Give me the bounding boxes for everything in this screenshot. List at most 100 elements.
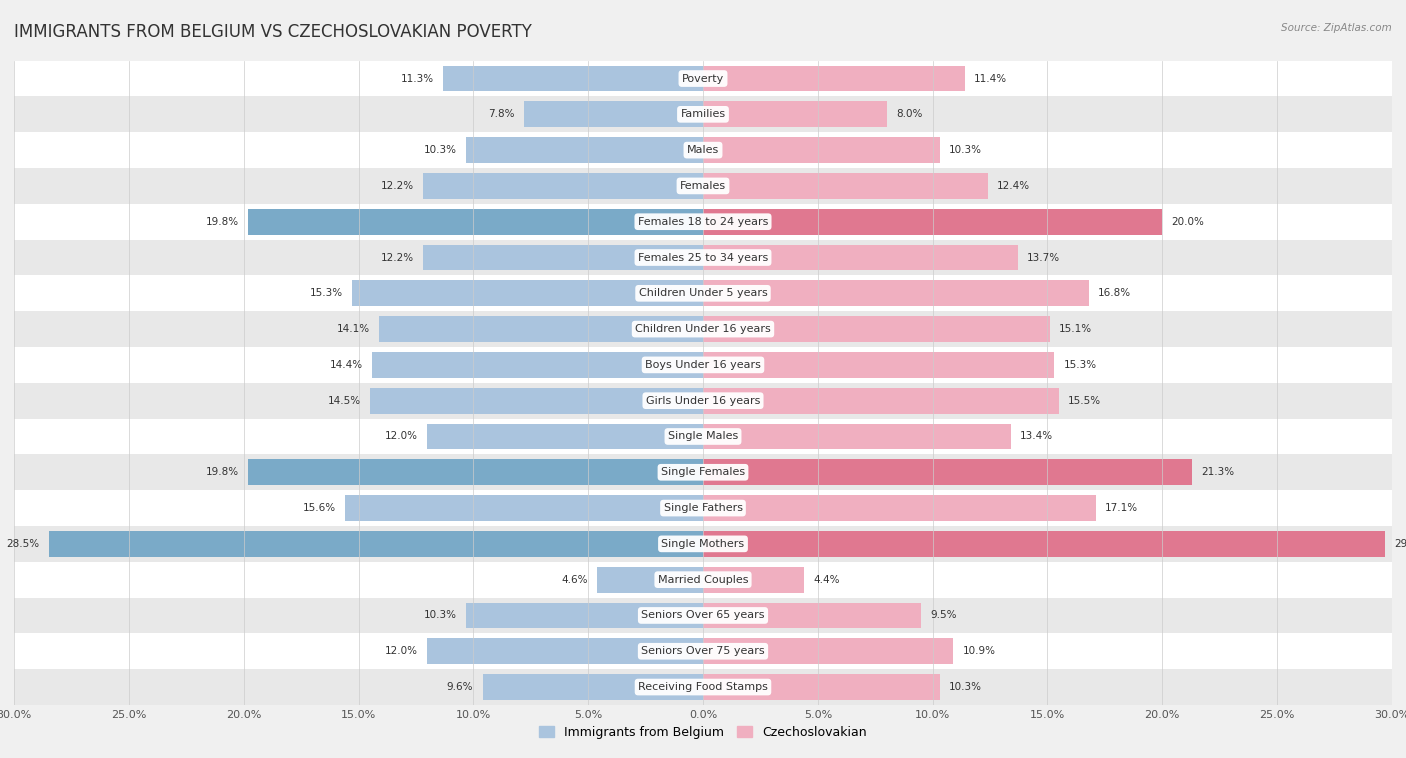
Text: 15.3%: 15.3% <box>1063 360 1097 370</box>
Text: 12.0%: 12.0% <box>385 431 418 441</box>
Bar <box>524 102 703 127</box>
Text: 28.5%: 28.5% <box>6 539 39 549</box>
Bar <box>467 137 703 163</box>
Bar <box>703 102 887 127</box>
Text: 12.0%: 12.0% <box>385 647 418 656</box>
Bar <box>467 603 703 628</box>
Text: 8.0%: 8.0% <box>896 109 922 119</box>
Bar <box>373 352 703 377</box>
Text: 16.8%: 16.8% <box>1098 288 1130 299</box>
Text: Males: Males <box>688 145 718 155</box>
Text: 29.7%: 29.7% <box>1395 539 1406 549</box>
Text: 11.4%: 11.4% <box>974 74 1007 83</box>
Bar <box>14 634 1392 669</box>
Text: 12.4%: 12.4% <box>997 181 1031 191</box>
Bar <box>703 674 939 700</box>
Bar <box>14 240 1392 275</box>
Bar <box>427 424 703 449</box>
Text: Families: Families <box>681 109 725 119</box>
Text: Receiving Food Stamps: Receiving Food Stamps <box>638 682 768 692</box>
Text: 12.2%: 12.2% <box>381 252 413 262</box>
Bar <box>703 567 804 593</box>
Text: 10.3%: 10.3% <box>425 610 457 621</box>
Bar <box>370 388 703 414</box>
Text: Single Males: Single Males <box>668 431 738 441</box>
Bar <box>703 531 1385 557</box>
Text: 13.4%: 13.4% <box>1019 431 1053 441</box>
Bar <box>14 96 1392 132</box>
Text: 20.0%: 20.0% <box>1171 217 1205 227</box>
Bar <box>443 66 703 92</box>
Bar <box>703 495 1095 521</box>
Text: 17.1%: 17.1% <box>1105 503 1137 513</box>
Bar <box>344 495 703 521</box>
Bar <box>598 567 703 593</box>
Text: 9.5%: 9.5% <box>931 610 957 621</box>
Text: Source: ZipAtlas.com: Source: ZipAtlas.com <box>1281 23 1392 33</box>
Text: Children Under 16 years: Children Under 16 years <box>636 324 770 334</box>
Bar <box>703 173 988 199</box>
Bar <box>14 418 1392 454</box>
Bar <box>703 424 1011 449</box>
Bar <box>703 459 1192 485</box>
Bar <box>423 245 703 271</box>
Text: 15.6%: 15.6% <box>302 503 336 513</box>
Text: 10.3%: 10.3% <box>425 145 457 155</box>
Bar <box>14 132 1392 168</box>
Text: 13.7%: 13.7% <box>1026 252 1060 262</box>
Text: 9.6%: 9.6% <box>447 682 474 692</box>
Text: Females: Females <box>681 181 725 191</box>
Text: Girls Under 16 years: Girls Under 16 years <box>645 396 761 406</box>
Bar <box>14 562 1392 597</box>
Text: Poverty: Poverty <box>682 74 724 83</box>
Bar <box>14 347 1392 383</box>
Bar <box>703 388 1059 414</box>
Text: 15.3%: 15.3% <box>309 288 343 299</box>
Text: 11.3%: 11.3% <box>401 74 434 83</box>
Text: Seniors Over 75 years: Seniors Over 75 years <box>641 647 765 656</box>
Text: 10.3%: 10.3% <box>949 145 981 155</box>
Text: Seniors Over 65 years: Seniors Over 65 years <box>641 610 765 621</box>
Text: Boys Under 16 years: Boys Under 16 years <box>645 360 761 370</box>
Text: Children Under 5 years: Children Under 5 years <box>638 288 768 299</box>
Bar <box>14 204 1392 240</box>
Bar <box>703 352 1054 377</box>
Bar <box>352 280 703 306</box>
Bar <box>14 275 1392 312</box>
Text: Single Mothers: Single Mothers <box>661 539 745 549</box>
Bar <box>703 280 1088 306</box>
Bar <box>423 173 703 199</box>
Bar <box>14 168 1392 204</box>
Bar <box>703 316 1050 342</box>
Bar <box>14 383 1392 418</box>
Text: 14.5%: 14.5% <box>328 396 361 406</box>
Bar <box>14 669 1392 705</box>
Bar <box>14 312 1392 347</box>
Text: 19.8%: 19.8% <box>207 217 239 227</box>
Text: IMMIGRANTS FROM BELGIUM VS CZECHOSLOVAKIAN POVERTY: IMMIGRANTS FROM BELGIUM VS CZECHOSLOVAKI… <box>14 23 531 41</box>
Bar <box>48 531 703 557</box>
Text: 7.8%: 7.8% <box>488 109 515 119</box>
Text: Single Females: Single Females <box>661 467 745 478</box>
Text: 15.5%: 15.5% <box>1069 396 1101 406</box>
Text: 21.3%: 21.3% <box>1201 467 1234 478</box>
Text: 4.6%: 4.6% <box>561 575 588 584</box>
Bar <box>427 638 703 664</box>
Text: Married Couples: Married Couples <box>658 575 748 584</box>
Text: 19.8%: 19.8% <box>207 467 239 478</box>
Text: Females 25 to 34 years: Females 25 to 34 years <box>638 252 768 262</box>
Text: 10.9%: 10.9% <box>963 647 995 656</box>
Bar <box>482 674 703 700</box>
Legend: Immigrants from Belgium, Czechoslovakian: Immigrants from Belgium, Czechoslovakian <box>534 721 872 744</box>
Text: Females 18 to 24 years: Females 18 to 24 years <box>638 217 768 227</box>
Text: 10.3%: 10.3% <box>949 682 981 692</box>
Bar <box>14 490 1392 526</box>
Bar <box>703 638 953 664</box>
Text: 12.2%: 12.2% <box>381 181 413 191</box>
Bar <box>703 137 939 163</box>
Bar <box>14 597 1392 634</box>
Bar <box>380 316 703 342</box>
Text: 4.4%: 4.4% <box>813 575 839 584</box>
Bar <box>14 61 1392 96</box>
Bar <box>14 454 1392 490</box>
